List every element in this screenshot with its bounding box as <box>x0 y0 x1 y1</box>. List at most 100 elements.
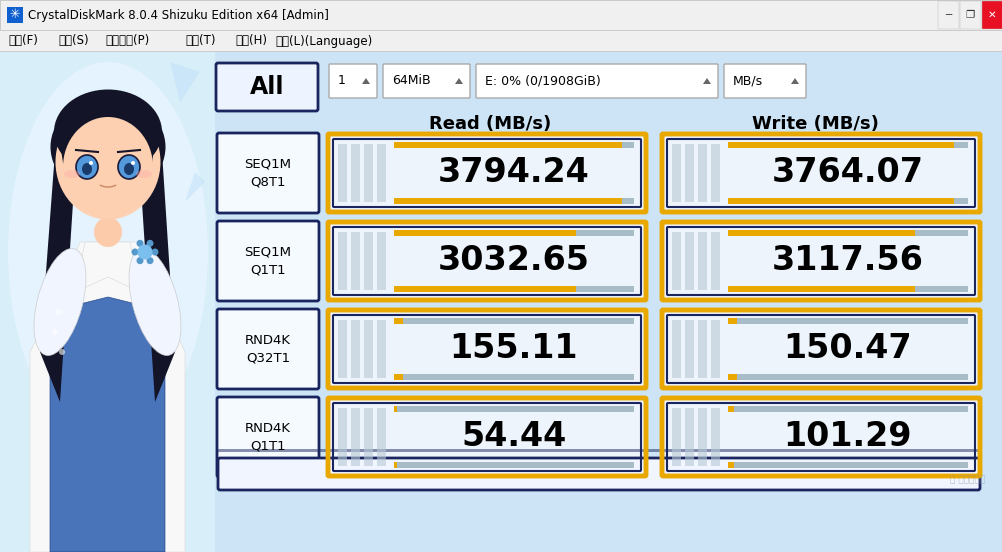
Bar <box>394 198 621 204</box>
Ellipse shape <box>59 349 65 355</box>
Bar <box>394 406 634 412</box>
Bar <box>394 462 634 468</box>
Bar <box>711 232 720 290</box>
Bar <box>218 449 980 452</box>
Bar <box>328 222 646 300</box>
Text: 显示状态(P): 显示状态(P) <box>105 34 149 47</box>
Bar <box>394 374 634 380</box>
Ellipse shape <box>55 104 160 220</box>
Bar <box>728 374 737 380</box>
Text: ✕: ✕ <box>988 10 996 20</box>
Bar <box>728 286 968 292</box>
Polygon shape <box>362 78 370 84</box>
FancyBboxPatch shape <box>216 63 318 111</box>
Bar <box>728 462 968 468</box>
Bar <box>698 144 707 202</box>
Bar <box>685 320 694 378</box>
Text: RND4K
Q1T1: RND4K Q1T1 <box>245 422 291 453</box>
Bar <box>0 52 215 552</box>
Bar <box>728 406 734 412</box>
Bar <box>351 144 360 202</box>
Bar <box>338 408 347 466</box>
Bar <box>982 1 1002 29</box>
Polygon shape <box>50 297 165 552</box>
Bar <box>377 408 386 466</box>
Text: 3032.65: 3032.65 <box>438 245 590 278</box>
Bar <box>672 320 681 378</box>
Bar <box>351 408 360 466</box>
Bar <box>662 310 980 388</box>
Bar <box>685 144 694 202</box>
Text: 150.47: 150.47 <box>784 332 912 365</box>
Ellipse shape <box>52 329 58 335</box>
Bar <box>0 30 1002 52</box>
Ellipse shape <box>136 240 143 247</box>
Text: SEQ1M
Q8T1: SEQ1M Q8T1 <box>244 157 292 188</box>
Text: 设置(S): 设置(S) <box>58 34 88 47</box>
Ellipse shape <box>146 240 153 247</box>
Ellipse shape <box>146 257 153 264</box>
Bar <box>394 142 621 148</box>
Polygon shape <box>40 122 75 402</box>
Text: 155.11: 155.11 <box>450 332 578 365</box>
Bar <box>394 318 634 324</box>
Polygon shape <box>170 62 200 102</box>
Bar <box>938 1 959 29</box>
Bar <box>364 232 373 290</box>
Bar <box>328 310 646 388</box>
Bar <box>394 230 576 236</box>
Bar <box>394 230 634 236</box>
Ellipse shape <box>89 161 93 165</box>
Ellipse shape <box>8 62 208 442</box>
FancyBboxPatch shape <box>476 64 718 98</box>
Bar <box>698 232 707 290</box>
Bar <box>377 320 386 378</box>
Ellipse shape <box>136 257 143 264</box>
FancyBboxPatch shape <box>329 64 377 98</box>
Text: 54.44: 54.44 <box>461 421 566 454</box>
Text: RND4K
Q32T1: RND4K Q32T1 <box>245 333 291 364</box>
Text: 1: 1 <box>338 75 346 88</box>
Ellipse shape <box>129 248 181 355</box>
Bar <box>394 462 397 468</box>
Bar <box>0 51 1002 52</box>
Bar <box>728 462 734 468</box>
Text: ❐: ❐ <box>965 10 975 20</box>
Polygon shape <box>791 78 799 84</box>
Text: MB/s: MB/s <box>733 75 764 88</box>
Ellipse shape <box>131 248 138 256</box>
Ellipse shape <box>34 248 86 355</box>
Text: All: All <box>249 75 285 99</box>
Ellipse shape <box>82 163 92 175</box>
Ellipse shape <box>64 170 80 178</box>
Bar <box>364 144 373 202</box>
Bar <box>728 374 968 380</box>
Bar <box>711 144 720 202</box>
Ellipse shape <box>137 245 152 259</box>
Bar <box>394 374 404 380</box>
Bar <box>728 318 968 324</box>
Ellipse shape <box>131 161 135 165</box>
Bar <box>377 144 386 202</box>
Text: ─: ─ <box>945 10 951 20</box>
Bar <box>351 232 360 290</box>
FancyBboxPatch shape <box>217 133 319 213</box>
Bar <box>711 408 720 466</box>
Bar <box>377 232 386 290</box>
Text: 文件(F): 文件(F) <box>8 34 38 47</box>
Bar <box>685 232 694 290</box>
Text: E: 0% (0/1908GiB): E: 0% (0/1908GiB) <box>485 75 601 88</box>
Bar <box>698 408 707 466</box>
Ellipse shape <box>76 155 98 179</box>
Bar <box>728 142 968 148</box>
Polygon shape <box>75 242 140 292</box>
Text: Read (MB/s): Read (MB/s) <box>429 115 551 133</box>
Ellipse shape <box>63 117 153 217</box>
Polygon shape <box>185 172 205 202</box>
Bar <box>394 142 634 148</box>
Bar <box>364 408 373 466</box>
FancyBboxPatch shape <box>217 221 319 301</box>
Text: 101.29: 101.29 <box>784 421 912 454</box>
Ellipse shape <box>94 217 122 247</box>
Polygon shape <box>140 122 175 402</box>
